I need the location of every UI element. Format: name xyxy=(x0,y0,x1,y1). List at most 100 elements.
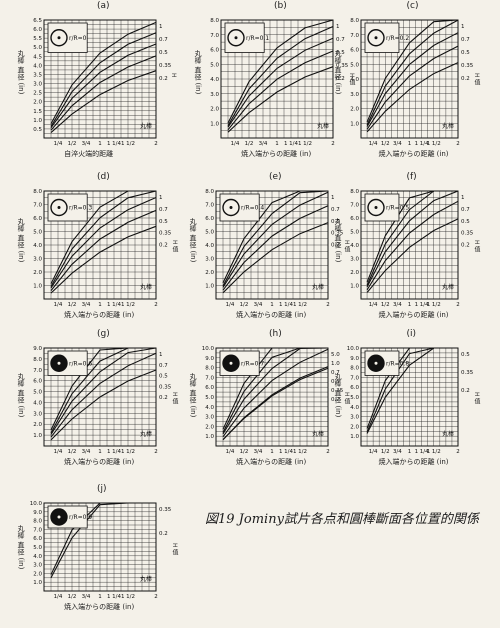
h-value-label: 0.5 xyxy=(159,219,168,225)
curve-0.7 xyxy=(50,347,156,434)
inset-box xyxy=(364,193,400,222)
ratio-label: r/R=0 xyxy=(69,35,87,42)
y-tick-label: 3.0 xyxy=(33,563,42,569)
panel-label: (g) xyxy=(97,329,110,339)
curve-0.7 xyxy=(227,25,334,126)
x-tick-label: 1 xyxy=(98,141,102,147)
y-tick-label: 6.0 xyxy=(33,379,42,385)
x-tick-label: 1 1/2 xyxy=(121,449,135,455)
position-dot-icon xyxy=(57,515,61,519)
panel-label: (e) xyxy=(269,172,282,182)
y-tick-label: 5.0 xyxy=(205,395,214,401)
y-tick-label: 3.5 xyxy=(33,72,42,78)
x-tick-label: 1 xyxy=(270,449,274,455)
x-tick-label: 1/4 xyxy=(231,141,240,147)
x-tick-label: 1 1/4 xyxy=(107,302,122,308)
plot-frame xyxy=(43,19,157,139)
x-axis-label: 焼入端からの距離 (in) xyxy=(378,311,449,319)
y-tick-label: 2.0 xyxy=(350,270,359,276)
h-value-label: 0.35 xyxy=(159,384,172,390)
chart-panel-g: (g) 1.0 2.0 3.0 4.0 5.0 6.0 7.0 8.0 9.0 1/4 1/2 3/4 1… xyxy=(17,329,178,470)
x-axis-label: 焼入端からの距離 (in) xyxy=(241,150,312,158)
curve-1 xyxy=(50,21,157,125)
chart-panel-d: (d) 1.0 2.0 3.0 4.0 5.0 6.0 7.0 8.0 1/4 1/2 3/4 1 1 1… xyxy=(17,172,178,323)
h-axis-label: H 值 xyxy=(171,239,178,253)
y-tick-label: 1.0 xyxy=(205,284,214,290)
chart-svg: 1.0 2.0 3.0 4.0 5.0 6.0 7.0 8.0 9.0 10.0 1/4 1/2 3/4… xyxy=(347,346,474,455)
x-tick-label: 3/4 xyxy=(82,594,91,600)
x-tick-label: 1/2 xyxy=(68,302,77,308)
chart-panel-e: (e) 1.0 2.0 3.0 4.0 5.0 6.0 7.0 8.0 1/4 1/2 3/4 1 1 1… xyxy=(189,172,350,323)
y-tick-label: 4.0 xyxy=(33,400,42,406)
x-tick-label: 2 xyxy=(456,302,460,308)
x-tick-label: 1 1/2 xyxy=(121,302,135,308)
y-tick-label: 6.0 xyxy=(350,385,359,391)
x-tick-label: 1/2 xyxy=(68,449,77,455)
curve-0.5 xyxy=(50,43,157,129)
y-tick-label: 1.5 xyxy=(33,109,42,115)
y-tick-label: 6.0 xyxy=(33,27,42,33)
curve-0.35 xyxy=(50,352,157,438)
y-axis-label: 丸棒 直径 (in) xyxy=(194,49,202,94)
x-tick-label: 1 1/2 xyxy=(427,449,441,455)
chart-panel-b: (b) 1.0 2.0 3.0 4.0 5.0 6.0 7.0 8.0 1/4 1/2 3/4 1 1 1… xyxy=(194,1,355,162)
h-value-label: 0.35 xyxy=(159,231,172,237)
y-tick-label: 1.0 xyxy=(350,284,359,290)
x-tick-label: 1 1/4 xyxy=(107,594,122,600)
y-tick-label: 5.0 xyxy=(350,62,359,68)
bar-section-icon xyxy=(50,29,68,47)
y-tick-label: 8.0 xyxy=(33,519,42,525)
y-tick-label: 5.0 xyxy=(350,395,359,401)
chart-panel-f: (f) 1.0 2.0 3.0 4.0 5.0 6.0 7.0 8.0 1/4 1/2 3/4 1 1 1… xyxy=(334,172,480,323)
x-tick-label: 1 1/2 xyxy=(427,302,441,308)
y-tick-label: 2.0 xyxy=(205,270,214,276)
x-tick-label: 1/4 xyxy=(369,141,378,147)
h-axis-label: H 值 xyxy=(343,239,350,253)
chart-panel-j: (j) 1.0 2.0 3.0 4.0 5.0 6.0 7.0 8.0 9.0 10.0 1/4 1/2… xyxy=(17,484,178,615)
curve-0.35 xyxy=(222,205,329,291)
curve-0.2 xyxy=(366,62,459,133)
y-tick-label: 4.0 xyxy=(205,405,214,411)
h-value-label: 0.2 xyxy=(159,76,168,82)
y-tick-label: 8.0 xyxy=(205,366,214,372)
y-axis-label: 丸棒 直径 (in) xyxy=(189,372,197,417)
y-tick-label: 1.0 xyxy=(33,284,42,290)
annotation-label: 丸棒 xyxy=(312,283,324,291)
chart-panel-h: (h) 1.0 2.0 3.0 4.0 5.0 6.0 7.0 8.0 9.0 10.0 1/4 1/2… xyxy=(189,329,350,470)
x-tick-label: 1 1/4 xyxy=(107,141,122,147)
curve-0.5 xyxy=(227,37,334,128)
bar-section-icon xyxy=(227,29,245,47)
curve-0.2 xyxy=(50,225,157,294)
h-value-label: 0.7 xyxy=(159,207,168,213)
h-value-label: 0.2 xyxy=(336,76,345,82)
annotation-label: 丸棒 xyxy=(140,575,152,583)
annotation-label: 丸棒 xyxy=(140,430,152,438)
h-value-label: 0.35 xyxy=(461,231,474,237)
y-tick-label: 3.0 xyxy=(33,82,42,88)
h-value-label: 1 xyxy=(336,24,340,30)
h-value-label: 0.2 xyxy=(159,531,168,537)
plot-frame xyxy=(215,190,329,300)
plot-frame xyxy=(360,190,459,300)
x-tick-label: 3/4 xyxy=(82,141,91,147)
h-axis-label: H 值 xyxy=(473,392,480,405)
x-tick-label: 2 xyxy=(154,594,158,600)
h-axis-label: H 值 xyxy=(348,73,355,86)
bar-section-icon xyxy=(367,29,385,47)
y-tick-label: 4.5 xyxy=(33,54,42,60)
y-tick-label: 3.0 xyxy=(350,92,359,98)
x-tick-label: 2 xyxy=(326,302,330,308)
x-tick-label: 1 1/4 xyxy=(107,449,122,455)
panel-label: (j) xyxy=(97,484,107,494)
curve-0.5 xyxy=(222,348,329,438)
y-tick-label: 3.0 xyxy=(33,411,42,417)
y-tick-label: 3.0 xyxy=(350,415,359,421)
ratio-label: r/R=0.6 xyxy=(69,360,92,367)
chart-svg: 1.0 2.0 3.0 4.0 5.0 6.0 7.0 8.0 9.0 1/4 1/2 3/4 1 1 1… xyxy=(33,346,172,455)
curve-0.2 xyxy=(222,367,329,441)
y-tick-label: 1.0 xyxy=(33,118,42,124)
h-value-label: 0.2 xyxy=(159,243,168,249)
